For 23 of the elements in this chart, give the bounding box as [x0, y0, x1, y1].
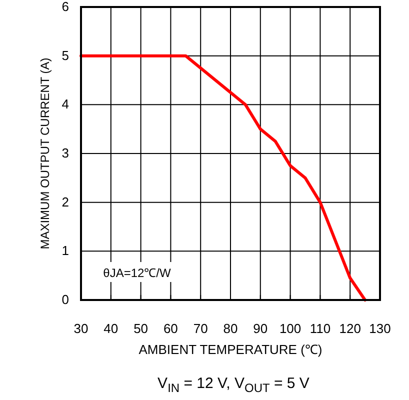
annotation: θJA=12℃/W [103, 266, 172, 280]
x-tick-label: 80 [223, 321, 238, 336]
x-tick-label: 100 [279, 321, 302, 336]
x-tick-label: 70 [193, 321, 208, 336]
x-tick-label: 90 [253, 321, 268, 336]
y-tick-label: 5 [62, 48, 69, 63]
x-tick-label: 60 [163, 321, 178, 336]
x-tick-label: 40 [104, 321, 118, 336]
y-tick-label: 6 [62, 0, 69, 14]
x-tick-label: 30 [74, 321, 88, 336]
x-tick-label: 120 [339, 321, 361, 336]
x-tick-label: 50 [134, 321, 148, 336]
x-axis-title: AMBIENT TEMPERATURE (℃) [138, 342, 322, 357]
line-series [80, 54, 367, 302]
x-tick-label: 130 [369, 321, 391, 336]
y-axis-title: MAXIMUM OUTPUT CURRENT (A) [38, 58, 52, 250]
y-tick-label: 3 [62, 146, 69, 160]
y-tick-label: 2 [62, 194, 69, 210]
y-tick-label: 4 [62, 96, 69, 112]
y-tick-label: 1 [62, 243, 69, 258]
text: V$_{IN}$ = 12 V, V$_{OUT}$ = 5 V [158, 375, 310, 395]
y-tick-label: 0 [62, 292, 69, 307]
x-tick-label: 110 [310, 321, 331, 336]
